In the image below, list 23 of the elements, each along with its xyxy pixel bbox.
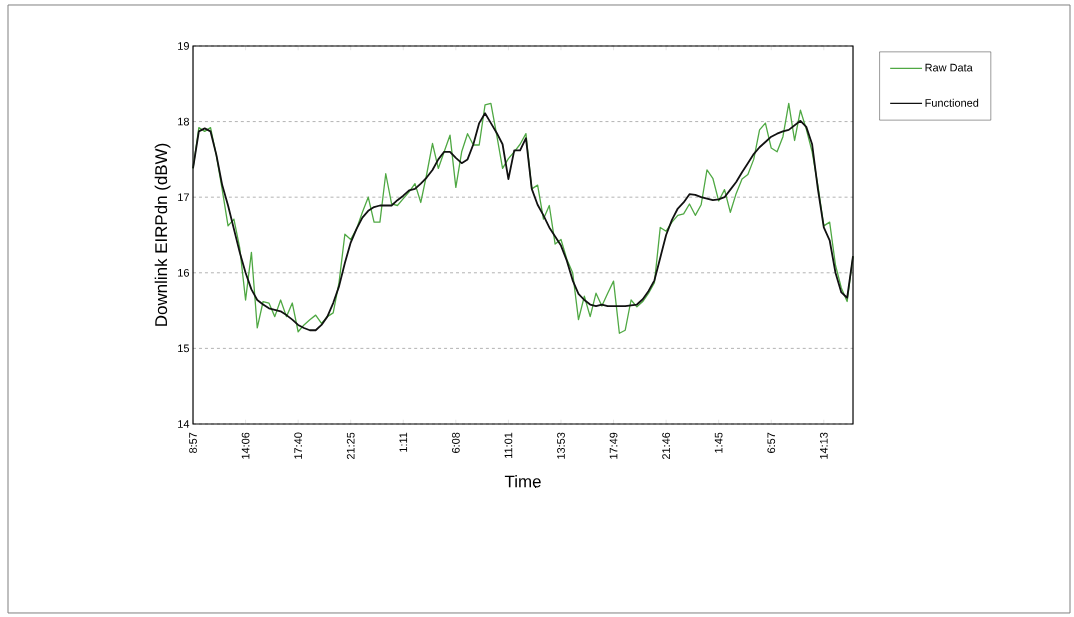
x-axis-title: Time [504, 475, 541, 488]
legend-label: Functioned [925, 98, 979, 107]
x-tick-label: 21:25 [346, 432, 355, 460]
y-tick-label: 14 [178, 420, 190, 428]
x-tick-label: 8:57 [189, 432, 197, 454]
x-tick-label: 1:11 [399, 432, 408, 452]
y-tick-label: 15 [178, 344, 190, 353]
x-tick-label: 1:45 [714, 432, 723, 453]
x-tick-label: 17:40 [294, 432, 303, 459]
x-tick-label: 13:53 [557, 432, 565, 459]
y-tick-label: 16 [178, 268, 189, 277]
x-tick-label: 14:06 [241, 432, 250, 459]
legend-label: Raw Data [925, 63, 973, 72]
x-tick-label: 21:46 [662, 432, 670, 460]
x-tick-label: 6:57 [767, 432, 776, 453]
x-tick-label: 14:13 [819, 432, 828, 459]
y-tick-label: 19 [178, 42, 189, 50]
x-tick-label: 6:08 [451, 432, 460, 453]
x-tick-label: 17:49 [609, 432, 618, 459]
x-tick-label: 11:01 [504, 432, 513, 458]
y-tick-label: 17 [178, 193, 189, 201]
y-tick-label: 18 [178, 117, 189, 126]
y-axis-title: Downlink EIRPdn (dBW) [154, 143, 171, 326]
